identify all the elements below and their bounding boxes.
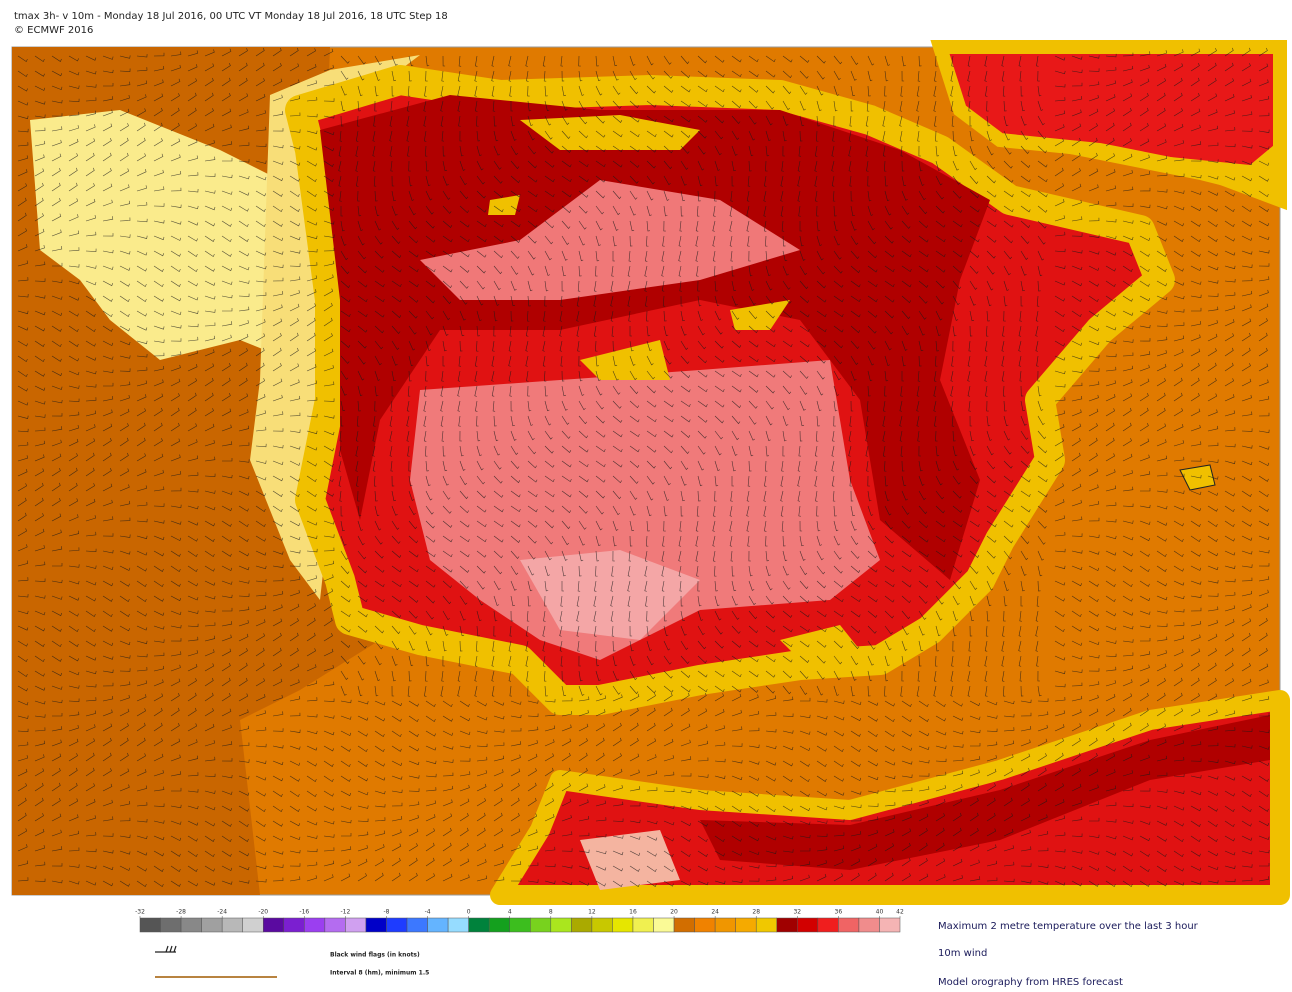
colorbar-box bbox=[714, 917, 736, 933]
wind-flag-label: Black wind flags (in knots) bbox=[330, 952, 420, 959]
colorbar-tick-label: 28 bbox=[752, 909, 760, 916]
colorbar-tick-label: 12 bbox=[588, 909, 596, 916]
colorbar-box bbox=[673, 917, 695, 933]
colorbar-box bbox=[468, 917, 490, 933]
colorbar-tick-label: 0 bbox=[467, 909, 471, 916]
colorbar-tick-label: -8 bbox=[383, 909, 389, 916]
colorbar-box bbox=[180, 917, 202, 933]
colorbar-box bbox=[879, 917, 901, 933]
colorbar-tick-label: -12 bbox=[340, 909, 350, 916]
cool-patch bbox=[30, 110, 300, 360]
legend-item: Maximum 2 metre temperature over the las… bbox=[938, 921, 1199, 932]
colorbar-box bbox=[838, 917, 860, 933]
cool-spot bbox=[488, 195, 520, 215]
colorbar-box bbox=[345, 917, 367, 933]
colorbar-tick-label: 20 bbox=[670, 909, 678, 916]
colorbar-box bbox=[509, 917, 531, 933]
colorbar-box bbox=[201, 917, 223, 933]
colorbar-tick-label: 24 bbox=[711, 909, 719, 916]
colorbar-box bbox=[591, 917, 613, 933]
colorbar-tick-label: 4 bbox=[508, 909, 512, 916]
colorbar-tick-label: -4 bbox=[425, 909, 431, 916]
colorbar-tick-label: 16 bbox=[629, 909, 637, 916]
colorbar-box bbox=[776, 917, 798, 933]
colorbar-box bbox=[139, 917, 161, 933]
colorbar-box bbox=[221, 917, 243, 933]
warm-patch bbox=[420, 180, 800, 300]
colorbar-box bbox=[304, 917, 326, 933]
hottest-core bbox=[520, 550, 700, 640]
colorbar-tick-label: -16 bbox=[299, 909, 309, 916]
colorbar-box bbox=[160, 917, 182, 933]
legend-item: 10m wind bbox=[938, 948, 987, 959]
colorbar-box bbox=[632, 917, 654, 933]
colorbar-box bbox=[735, 917, 757, 933]
colorbar-box bbox=[365, 917, 387, 933]
colorbar-tick-label: 36 bbox=[835, 909, 843, 916]
colorbar-box bbox=[242, 917, 264, 933]
colorbar-tick-label: 40 bbox=[876, 909, 884, 916]
colorbar-box bbox=[488, 917, 510, 933]
colorbar-box bbox=[858, 917, 880, 933]
colorbar-tick-label: -28 bbox=[176, 909, 186, 916]
cool-spot bbox=[730, 300, 790, 330]
colorbar-tick-label: -20 bbox=[258, 909, 268, 916]
colorbar-box bbox=[262, 917, 285, 933]
colorbar-box bbox=[386, 917, 408, 933]
africa-warm bbox=[580, 830, 680, 890]
colorbar-tick-label: -24 bbox=[217, 909, 227, 916]
colorbar-tick-label: 8 bbox=[549, 909, 553, 916]
colorbar-box bbox=[406, 917, 428, 933]
colorbar-box bbox=[324, 917, 346, 933]
cool-spot bbox=[780, 625, 860, 660]
wind-barb-field bbox=[17, 47, 1270, 888]
copyright: © ECMWF 2016 bbox=[14, 25, 93, 36]
hot-band bbox=[320, 95, 990, 580]
map-title: tmax 3h- v 10m - Monday 18 Jul 2016, 00 … bbox=[14, 11, 448, 22]
colorbar-tick-label: -32 bbox=[135, 909, 145, 916]
colorbar-tick-label: 42 bbox=[896, 909, 904, 916]
africa-hot-band bbox=[700, 715, 1270, 870]
colorbar-box bbox=[653, 917, 675, 933]
colorbar-box bbox=[447, 917, 469, 933]
legend-item: Model orography from HRES forecast bbox=[938, 977, 1123, 988]
africa bbox=[490, 690, 1290, 905]
orography-label: Interval 8 (hm), minimum 1.5 bbox=[330, 970, 429, 977]
colorbar-box bbox=[530, 917, 552, 933]
wind-flag-icon bbox=[155, 945, 177, 953]
colorbar-box bbox=[797, 917, 819, 933]
france-yellow bbox=[1000, 140, 1280, 200]
colorbar-tick-label: 32 bbox=[793, 909, 801, 916]
colorbar-box bbox=[612, 917, 634, 933]
map bbox=[11, 40, 1290, 905]
cool-spot bbox=[520, 115, 700, 150]
colorbar-box bbox=[571, 917, 593, 933]
colorbar-box bbox=[817, 917, 839, 933]
colorbar-box bbox=[694, 917, 716, 933]
colorbar-box bbox=[283, 917, 305, 933]
colorbar-box bbox=[427, 917, 449, 933]
colorbar-box bbox=[755, 917, 778, 933]
wind-barbs bbox=[17, 47, 1270, 888]
colorbar-box bbox=[550, 917, 572, 933]
colorbar: -32 -28 -24 -20 -16 -12 -8 -4 0 4 8 12 16 20 24 28 32 36 4… bbox=[135, 909, 904, 933]
cool-spot bbox=[580, 340, 670, 380]
hot-core bbox=[410, 360, 880, 660]
